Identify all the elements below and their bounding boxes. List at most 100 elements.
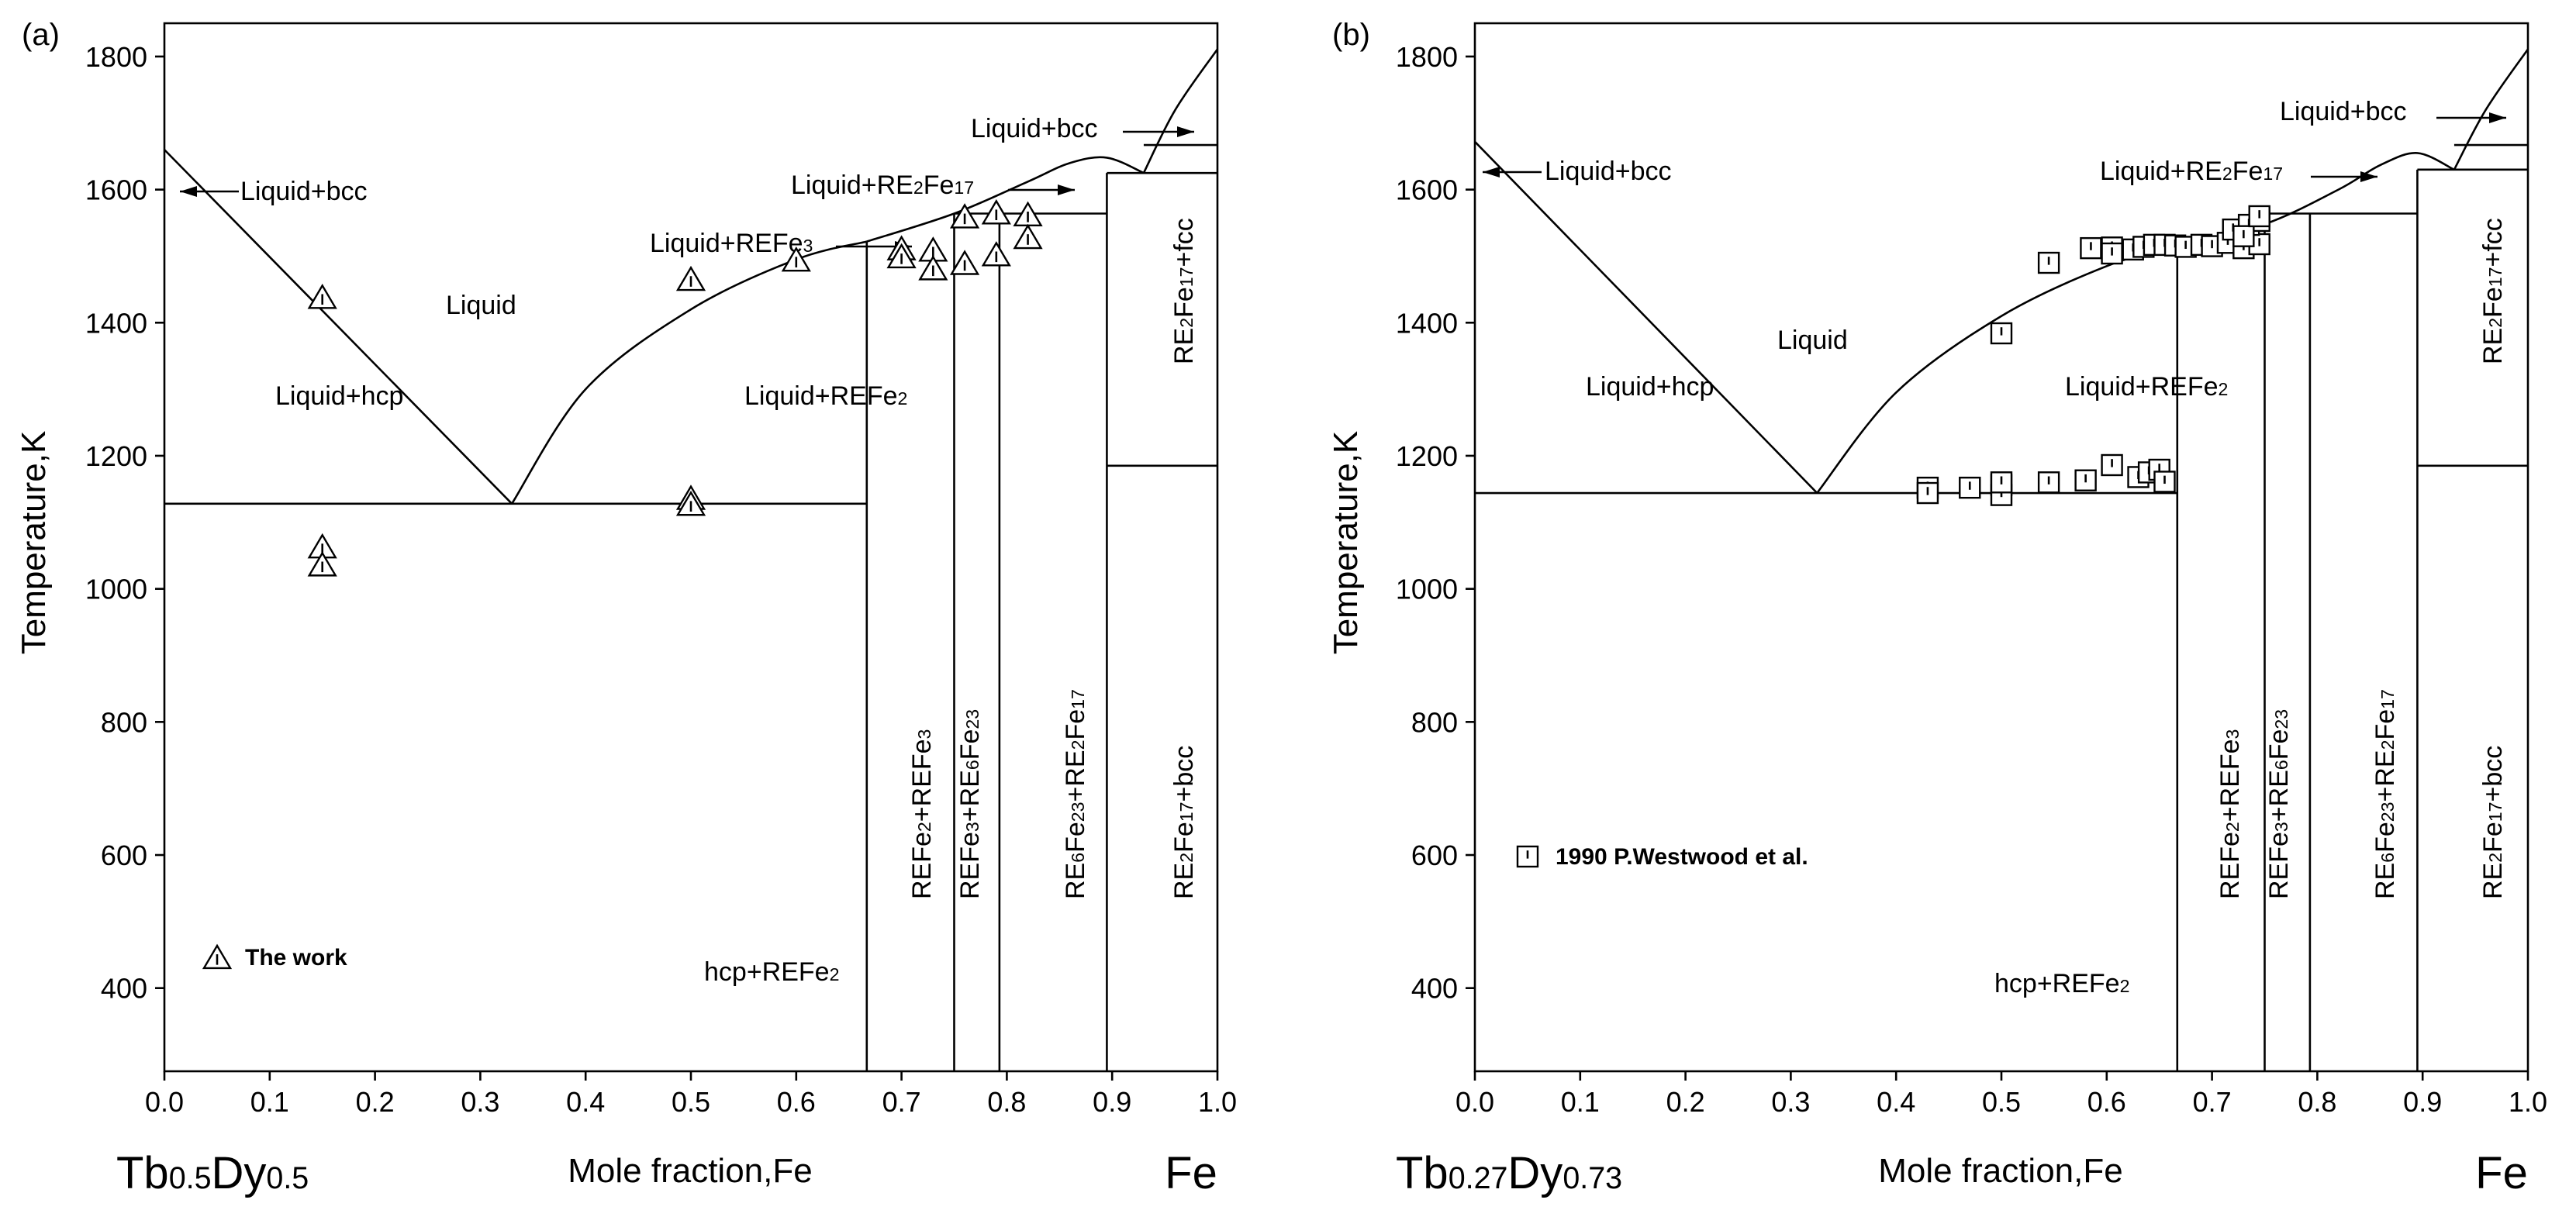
x-tick-label: 0.4: [1877, 1086, 1915, 1118]
x-tick-label: 0.7: [882, 1086, 921, 1118]
label-liquid-refe2-sub: 2: [2219, 379, 2229, 399]
label-refe2-refe3-part: +REFe: [2215, 739, 2245, 822]
label-liquid-hcp: Liquid+hcp: [275, 381, 403, 411]
label-liquid-refe2-part: Liquid+REFe: [744, 381, 898, 411]
legend-label: The work: [245, 945, 347, 970]
label-re6fe23-re2fe17: RE6Fe23+RE2Fe17: [1061, 689, 1090, 899]
x-tick-label: 0.6: [777, 1086, 816, 1118]
arrow-liquid-bcc-right-head: [1177, 126, 1194, 137]
left-end-label: Tb0.5Dy0.5: [116, 1148, 309, 1198]
label-liquid-re2fe17-part: Liquid+RE: [791, 171, 913, 200]
y-tick-label: 800: [101, 706, 147, 738]
y-axis-title: Temperature,K: [15, 431, 53, 655]
label-hcp-refe2-part: hcp+REFe: [704, 957, 830, 987]
label-refe2-refe3: REFe2+REFe3: [907, 729, 937, 899]
label-refe2-refe3-sub: 3: [2222, 729, 2243, 740]
label-hcp-refe2: hcp+REFe2: [704, 957, 839, 987]
label-re2fe17-bcc-sub: 17: [2485, 802, 2505, 822]
label-refe3-re6fe23-sub: 6: [2271, 760, 2291, 770]
label-refe2-refe3-sub: 3: [914, 729, 934, 740]
right-end-label: Fe: [2475, 1148, 2528, 1198]
label-refe3-re6fe23-part: REFe: [955, 832, 985, 899]
label-re6fe23-re2fe17-part: +RE: [1061, 750, 1090, 802]
arrow-liquid-bcc-left-head: [180, 186, 197, 197]
label-liquid-bcc-right: Liquid+bcc: [971, 114, 1098, 143]
label-refe3-re6fe23-part: +RE: [2264, 770, 2294, 822]
label-re6fe23-re2fe17-sub: 23: [2377, 802, 2398, 822]
panel-a: 0.0 0.1 0.2 0.3 0.4 0.5 0.6 0.7 0.8 0.9 1.0 400 600 8…: [15, 18, 1237, 1198]
label-refe2-refe3-sub: 2: [914, 822, 934, 832]
label-re2fe17-bcc-part: +bcc: [2478, 746, 2508, 802]
label-liquid-bcc-right: Liquid+bcc: [2280, 97, 2407, 126]
label-hcp-refe2-sub: 2: [830, 964, 840, 984]
liquidus-re2fe17-line: [866, 156, 1145, 243]
label-re2fe17-bcc-part: Fe: [2478, 822, 2508, 853]
liquidus-bcc-line: [1142, 48, 1219, 174]
label-refe3-re6fe23-part: Fe: [955, 729, 985, 760]
x-tick-label: 0.3: [1771, 1086, 1810, 1118]
label-liquid-bcc-left: Liquid+bcc: [240, 177, 368, 206]
x-axis-title: Mole fraction,Fe: [1878, 1152, 2122, 1190]
label-re6fe23-re2fe17-sub: 17: [2377, 689, 2398, 709]
right-end-label: Fe: [1165, 1148, 1217, 1198]
y-tick-label: 1200: [85, 440, 147, 472]
y-tick-label: 400: [1411, 973, 1458, 1005]
label-refe3-re6fe23-part: +RE: [955, 770, 985, 822]
label-liquid-refe3-part: Liquid+REFe: [650, 229, 803, 258]
label-re6fe23-re2fe17-part: Fe: [1061, 822, 1090, 853]
label-refe3-re6fe23-part: Fe: [2264, 729, 2294, 760]
label-re2fe17-fcc-sub: 2: [2485, 318, 2505, 328]
x-tick-label: 0.8: [987, 1086, 1026, 1118]
arrow-liquid-bcc-right-head: [2489, 112, 2506, 123]
x-tick-label: 0.9: [2403, 1086, 2442, 1118]
label-re2fe17-bcc-sub: 17: [1176, 802, 1196, 822]
label-liquid-re2fe17-sub: 17: [2263, 164, 2283, 184]
x-tick-label: 0.2: [356, 1086, 395, 1118]
liquidus-hcp-line: [1474, 140, 1818, 494]
label-re2fe17-bcc-part: RE: [2478, 863, 2508, 899]
label-re2fe17-fcc: RE2Fe17+fcc: [1169, 218, 1199, 364]
y-tick-label: 800: [1411, 706, 1458, 738]
label-refe3-re6fe23: REFe3+RE6Fe23: [955, 709, 985, 899]
label-re2fe17-fcc-sub: 2: [1176, 318, 1196, 328]
liquidus-hcp-line: [164, 149, 513, 505]
x-tick-label: 0.0: [1455, 1086, 1494, 1118]
label-re2fe17-fcc-part: RE: [1169, 328, 1199, 364]
x-tick-label: 1.0: [1198, 1086, 1237, 1118]
x-tick-label: 0.1: [250, 1086, 289, 1118]
y-tick-label: 400: [101, 973, 147, 1005]
x-tick-label: 0.6: [2087, 1086, 2126, 1118]
label-re2fe17-fcc: RE2Fe17+fcc: [2478, 218, 2508, 364]
label-re6fe23-re2fe17-part: Fe: [2371, 709, 2400, 740]
label-re6fe23-re2fe17-sub: 23: [1068, 802, 1088, 822]
label-refe3-re6fe23: REFe3+RE6Fe23: [2264, 709, 2294, 899]
label-liquid-refe2: Liquid+REFe2: [2065, 372, 2228, 402]
label-liquid-re2fe17-part: Fe: [924, 171, 955, 200]
x-tick-label: 0.5: [1982, 1086, 2021, 1118]
left-end-label-part: Tb: [116, 1148, 169, 1198]
label-refe2-refe3: REFe2+REFe3: [2215, 729, 2245, 899]
label-re2fe17-fcc-part: Fe: [1169, 287, 1199, 318]
left-end-label-sub: 0.5: [266, 1161, 309, 1195]
label-re2fe17-bcc-sub: 2: [1176, 853, 1196, 863]
y-tick-label: 600: [101, 839, 147, 871]
y-tick-label: 1600: [1396, 174, 1458, 206]
arrow-liquid-re2fe17-head: [1058, 184, 1075, 195]
label-re6fe23-re2fe17-part: Fe: [1061, 709, 1090, 740]
left-end-label-part: Dy: [212, 1148, 267, 1198]
label-hcp-refe2-part: hcp+REFe: [1994, 969, 2120, 998]
x-tick-label: 0.7: [2193, 1086, 2232, 1118]
x-tick-label: 0.8: [2298, 1086, 2336, 1118]
x-tick-label: 0.4: [566, 1086, 605, 1118]
label-liquid-re2fe17-sub: 2: [2222, 164, 2232, 184]
x-tick-label: 0.9: [1093, 1086, 1131, 1118]
label-liquid-re2fe17-sub: 2: [913, 178, 924, 198]
label-hcp-refe2: hcp+REFe2: [1994, 969, 2129, 998]
label-liquid-re2fe17-sub: 17: [954, 178, 974, 198]
y-tick-label: 1200: [1396, 440, 1458, 472]
label-re2fe17-bcc-part: RE: [1169, 863, 1199, 899]
y-tick-label: 1000: [85, 574, 147, 605]
label-re2fe17-fcc-part: +fcc: [2478, 218, 2508, 267]
y-tick-label: 1400: [1396, 307, 1458, 339]
panel-b: 0.0 0.1 0.2 0.3 0.4 0.5 0.6 0.7 0.8 0.9 1.0 400 600 8…: [1327, 18, 2547, 1198]
